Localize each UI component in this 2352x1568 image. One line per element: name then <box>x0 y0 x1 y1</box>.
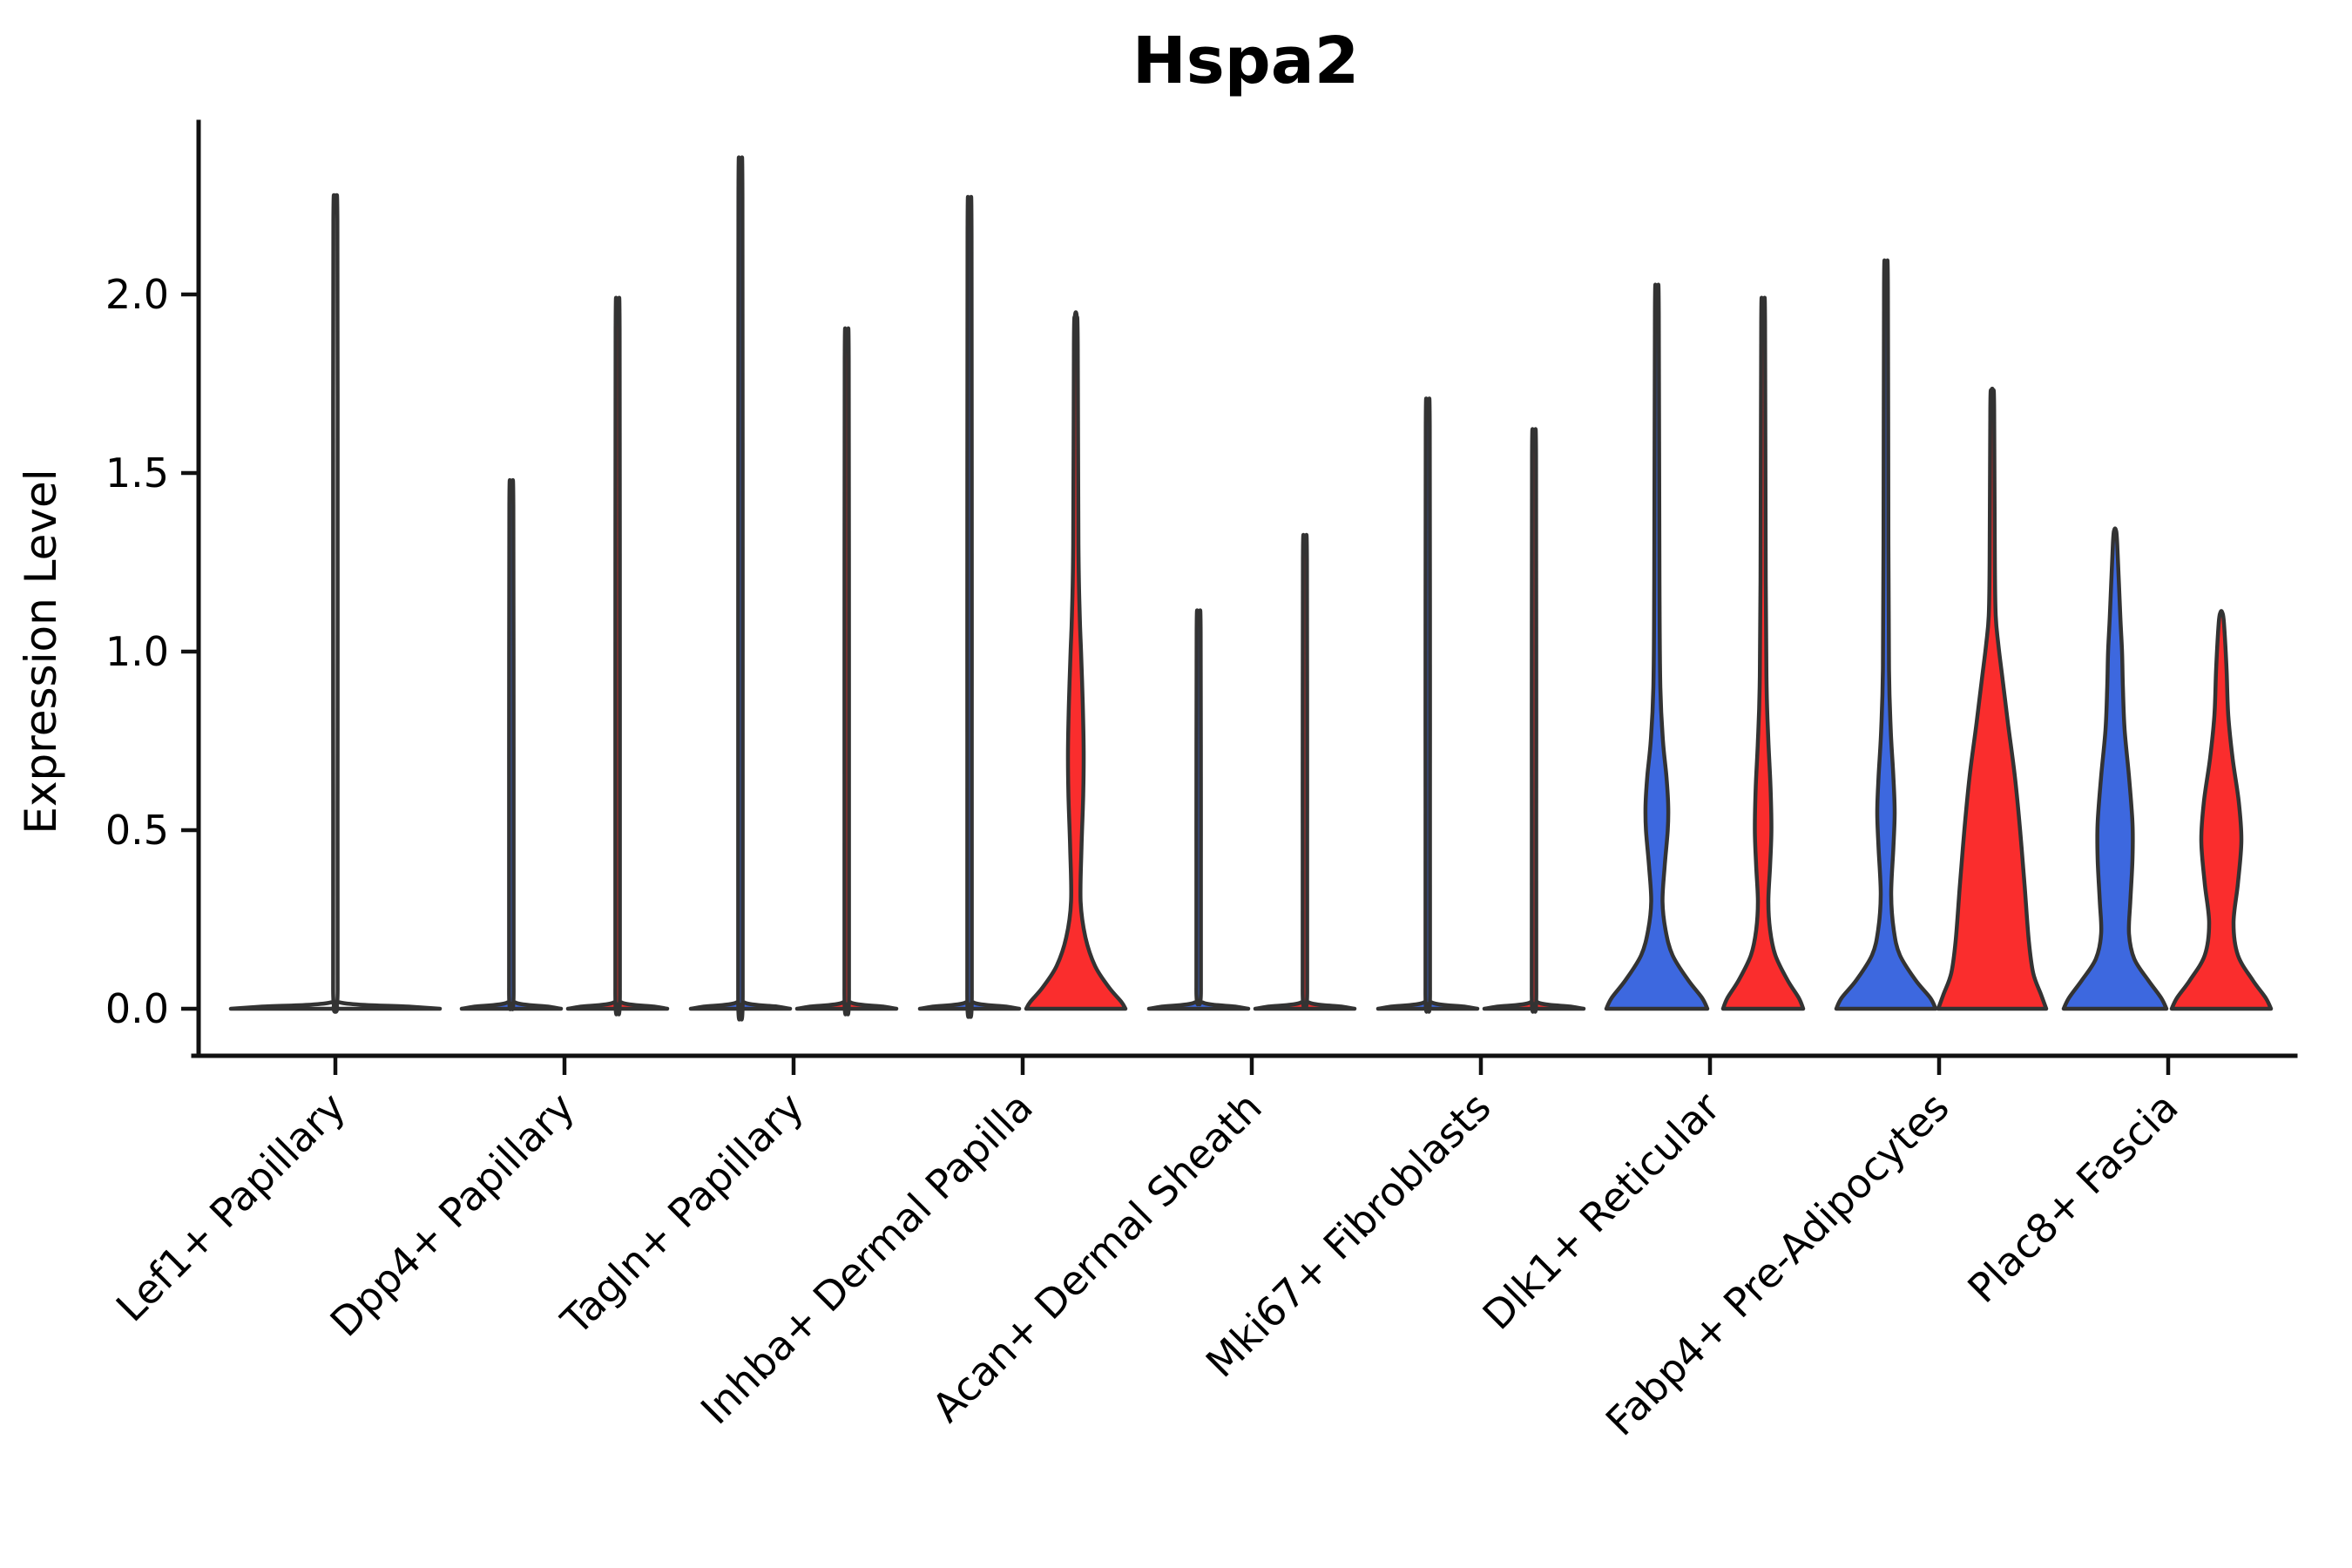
violin-acan-dermal-sheath-right <box>1253 532 1357 1011</box>
y-tick-label: 2.0 <box>105 271 169 318</box>
x-tick-label-9: Plac8+ Fascia <box>1958 1084 2186 1312</box>
plot-title: Hspa2 <box>1132 24 1359 98</box>
violin-inhba-dermal-papilla-left <box>917 194 1022 1019</box>
x-tick-label-2: Dpp4+ Papillary <box>321 1084 584 1346</box>
y-axis-label: Expression Level <box>16 469 66 834</box>
violin-plac8-fascia-left <box>2061 526 2169 1011</box>
x-tick-label-1: Lef1+ Papillary <box>107 1084 355 1331</box>
violin-dlk1-reticular-right <box>1720 295 1806 1011</box>
x-tick-label-7: Dlk1+ Reticular <box>1474 1084 1729 1339</box>
violin-dpp4-papillary-left <box>459 477 564 1011</box>
violin-inhba-dermal-papilla-right <box>1024 310 1128 1011</box>
violin-tagln-papillary-left <box>688 155 793 1022</box>
violin-dpp4-papillary-right <box>565 295 670 1017</box>
violin-dlk1-reticular-left <box>1604 282 1710 1011</box>
violin-fabp4-pre-adipocytes-left <box>1834 258 1938 1011</box>
violins-layer <box>228 155 2274 1022</box>
y-tick-label: 1.5 <box>105 449 169 497</box>
violin-fabp4-pre-adipocytes-right <box>1936 386 2049 1011</box>
violin-plac8-fascia-right <box>2169 609 2274 1011</box>
violin-lef1-papillary-single <box>228 193 443 1014</box>
y-tick-label: 0.0 <box>105 985 169 1032</box>
y-tick-label: 0.5 <box>105 807 169 854</box>
violin-mki67-fibroblasts-left <box>1375 396 1480 1014</box>
y-tick-label: 1.0 <box>105 628 169 675</box>
violin-tagln-papillary-right <box>794 326 899 1017</box>
violin-mki67-fibroblasts-right <box>1482 427 1586 1014</box>
x-tick-label-3: Tagln+ Papillary <box>551 1084 813 1345</box>
violin-acan-dermal-sheath-left <box>1146 608 1251 1011</box>
